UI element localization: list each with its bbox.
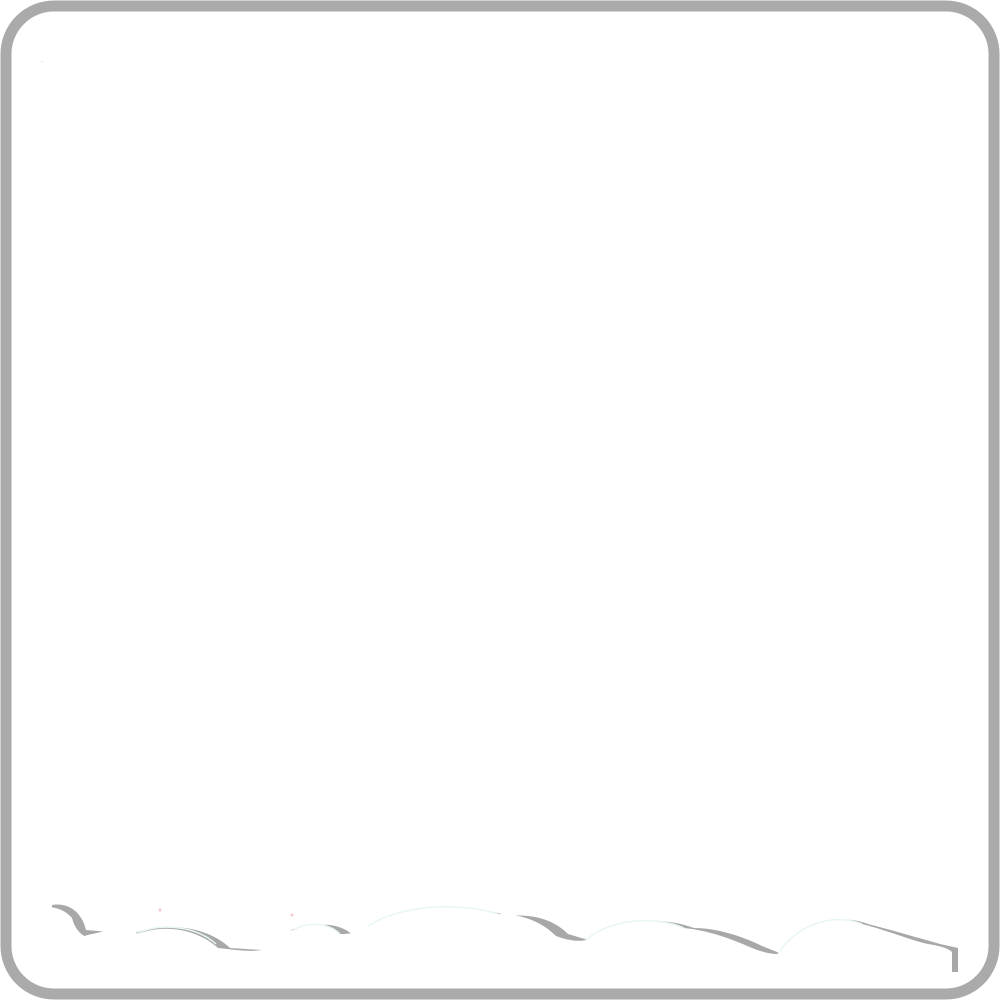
cloud-fleck: [158, 908, 162, 912]
cloud-body: [34, 906, 952, 972]
cloud-outline: [135, 905, 863, 955]
cloud-fleck: [40, 60, 44, 64]
cloud-fleck: [290, 913, 294, 917]
cloud-strip-icon: [34, 60, 958, 972]
